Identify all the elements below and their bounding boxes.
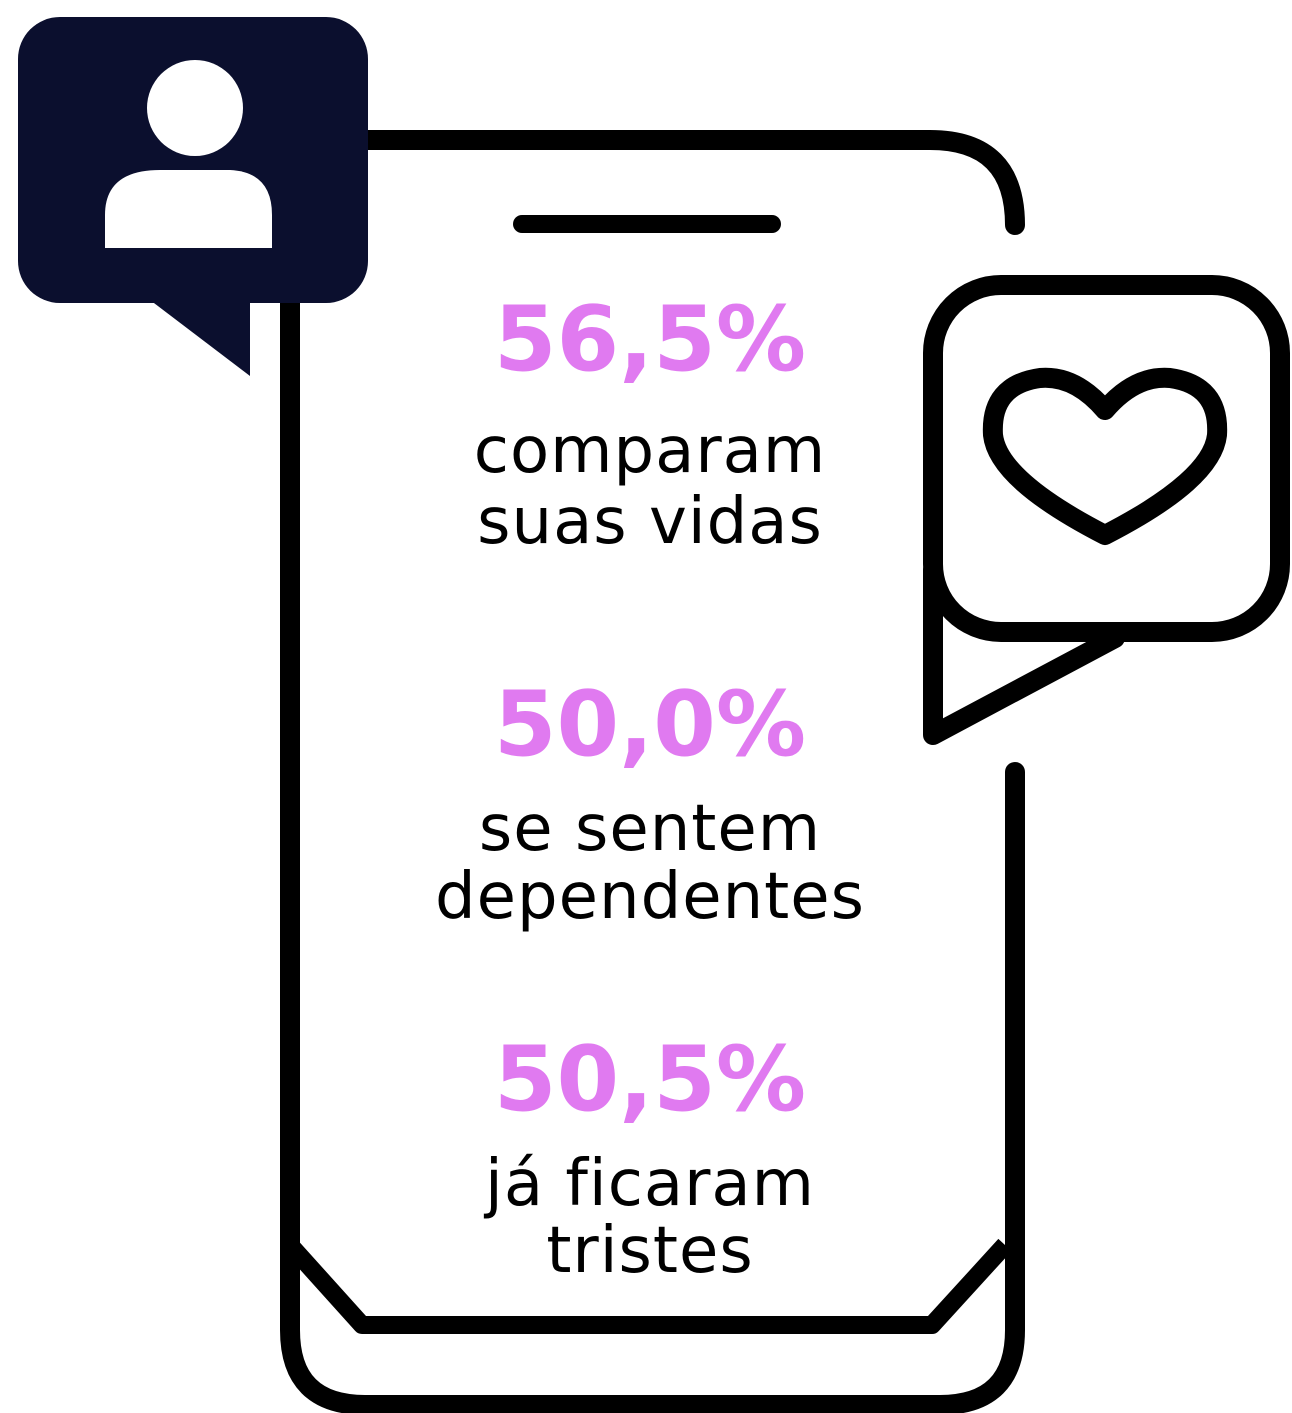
- stat-label: comparam: [474, 414, 826, 488]
- phone-outline: [280, 130, 1025, 1413]
- stat-label: se sentem: [479, 792, 821, 866]
- stat-label: dependentes: [435, 860, 865, 934]
- phone-bezel: [283, 1238, 1012, 1334]
- stat-label: suas vidas: [477, 485, 823, 559]
- stat-label: tristes: [546, 1214, 753, 1288]
- stat-value: 50,5%: [494, 1027, 806, 1132]
- user-bubble: [18, 17, 368, 376]
- stat-label: já ficaram: [483, 1147, 815, 1221]
- heart-bubble: [923, 275, 1290, 745]
- stat-value: 56,5%: [494, 287, 806, 392]
- stat-value: 50,0%: [494, 672, 806, 777]
